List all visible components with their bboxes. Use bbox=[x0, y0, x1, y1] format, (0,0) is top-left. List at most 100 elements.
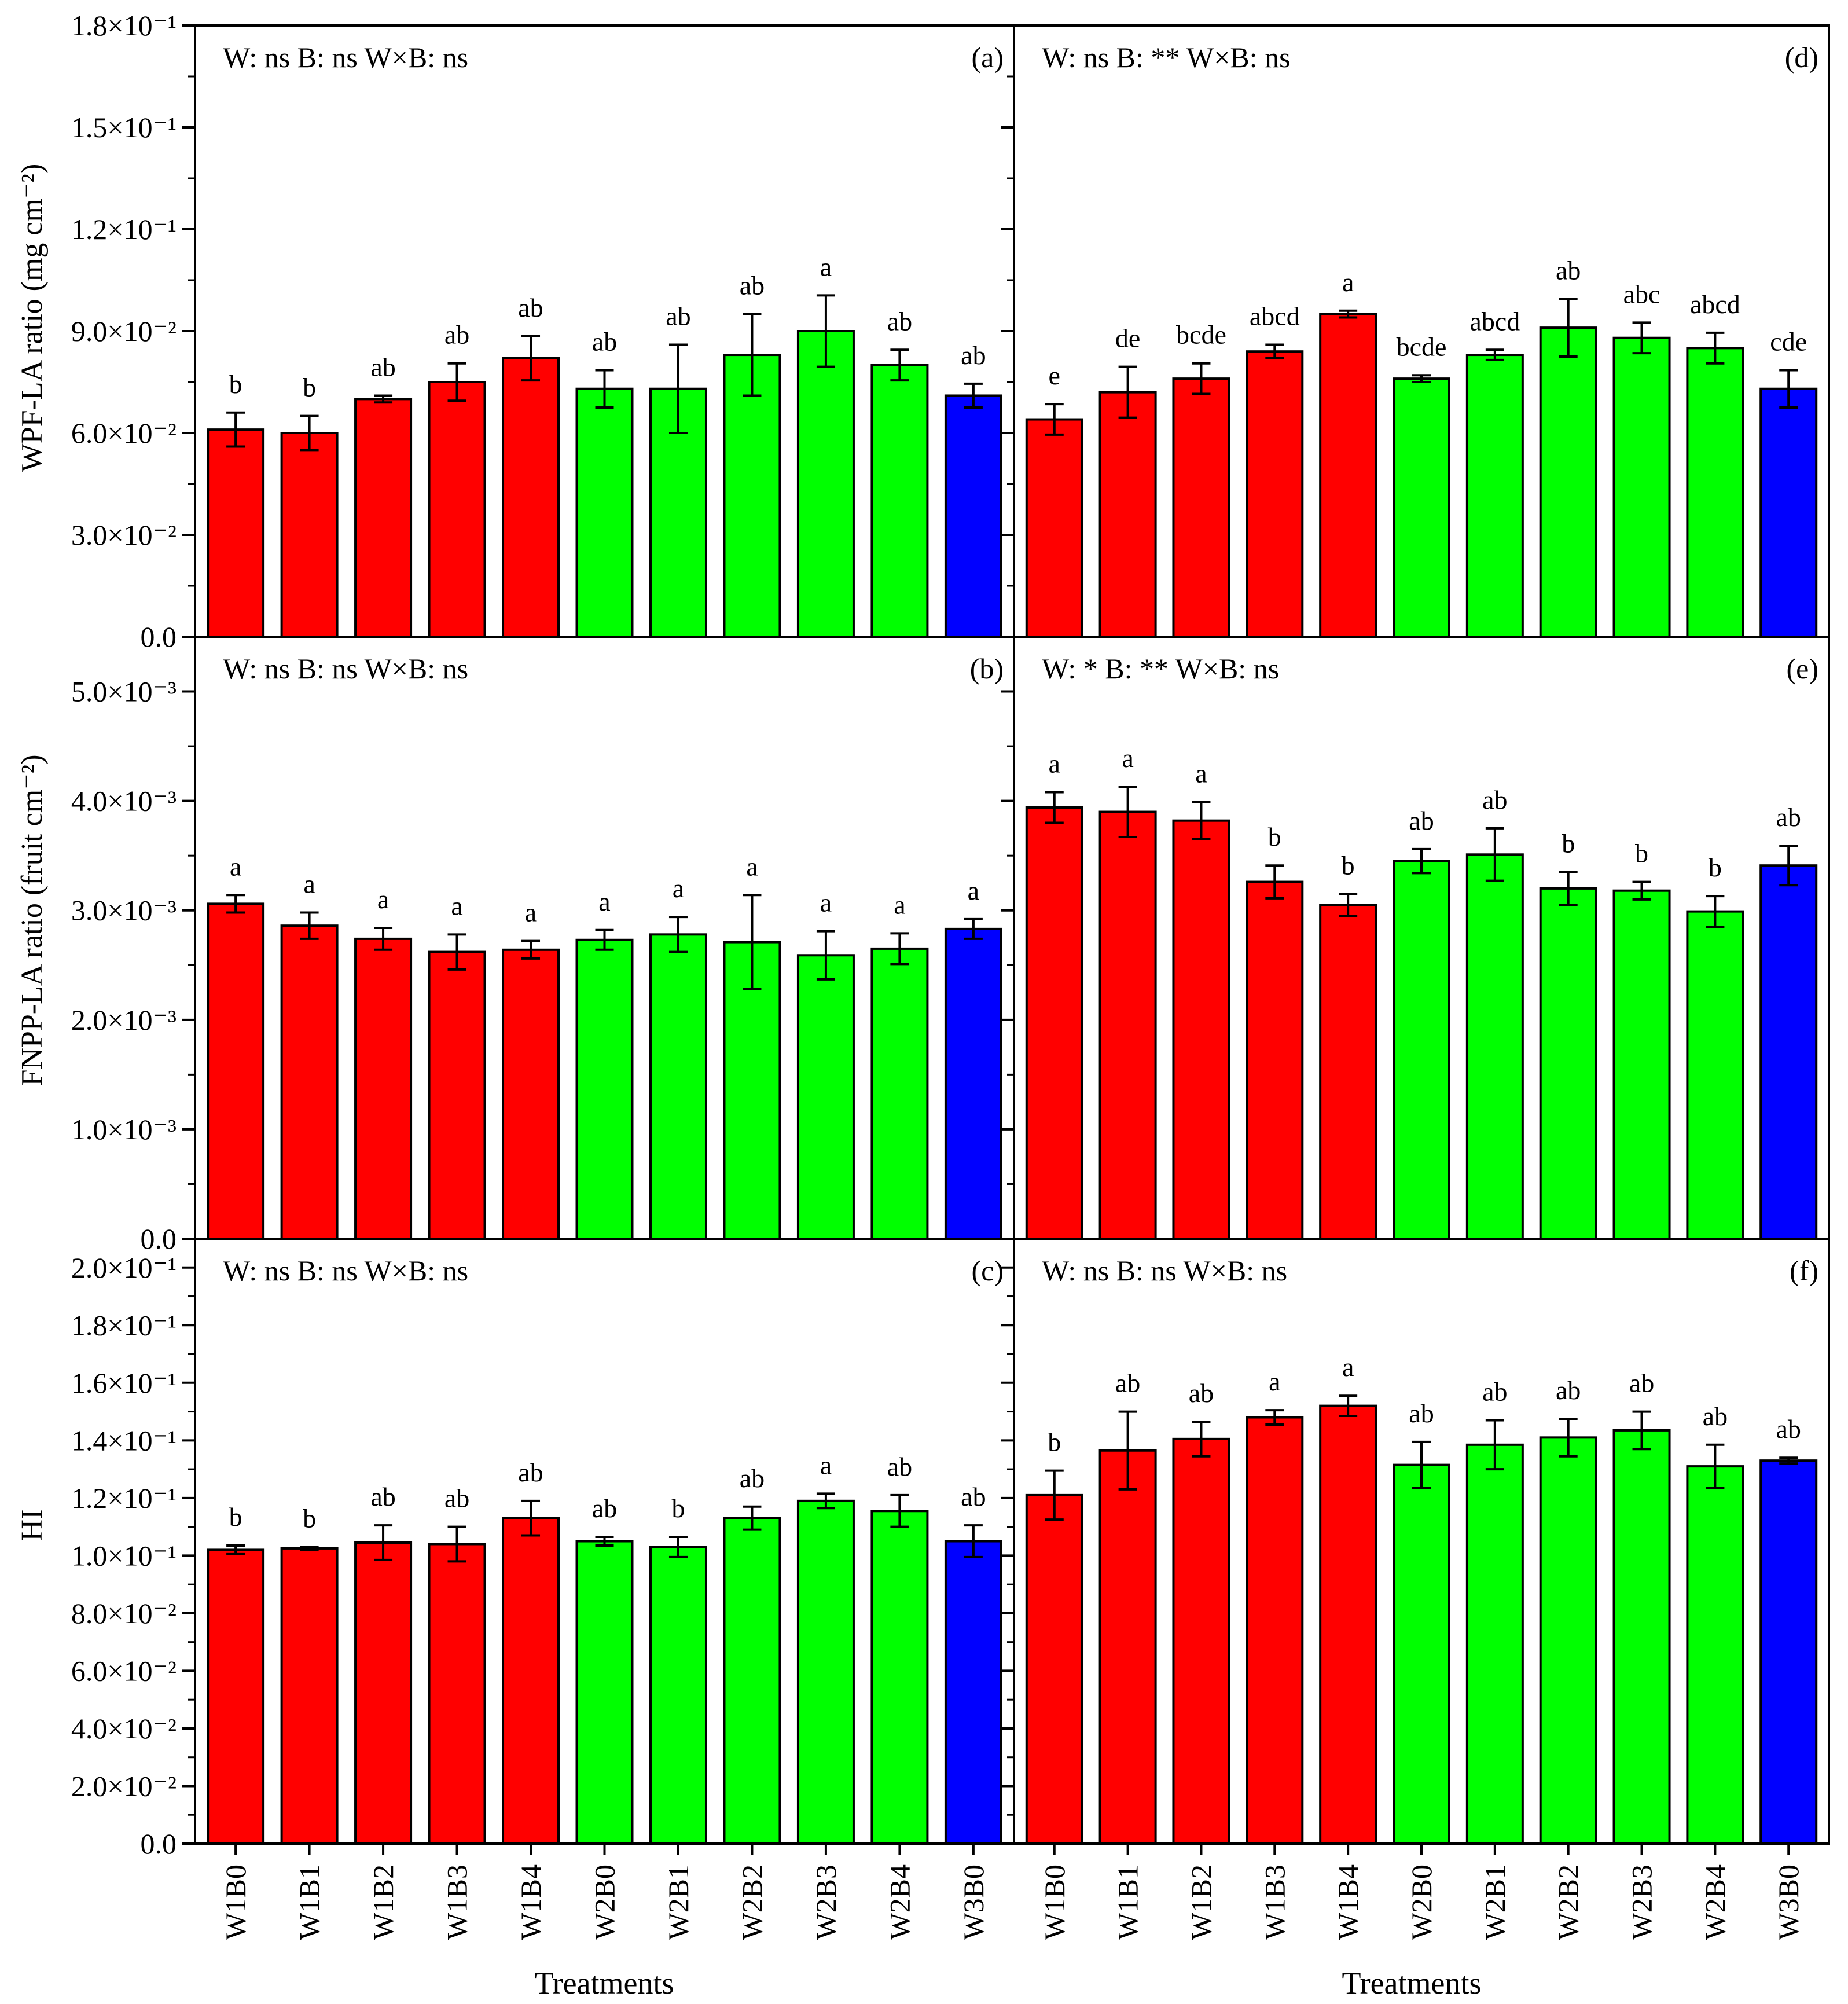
sig-letter: e bbox=[1049, 361, 1060, 390]
sig-letter: b bbox=[1342, 850, 1355, 880]
x-tick-label: W1B4 bbox=[1332, 1864, 1364, 1940]
bar-W2B2 bbox=[723, 354, 781, 638]
x-tick-label: W2B4 bbox=[883, 1864, 916, 1940]
x-tick-label: W1B0 bbox=[1038, 1864, 1071, 1940]
bar-W3B0 bbox=[944, 1540, 1002, 1845]
sig-letter: a bbox=[968, 876, 979, 905]
bar-W2B0 bbox=[575, 1540, 634, 1845]
y-tick-label: 1.8×10⁻¹ bbox=[71, 1309, 177, 1341]
bar-W1B4 bbox=[1319, 904, 1377, 1240]
y-tick-label: 3.0×10⁻² bbox=[71, 519, 177, 551]
sig-letter: ab bbox=[1703, 1401, 1728, 1431]
y-tick-label: 4.0×10⁻³ bbox=[71, 785, 177, 817]
x-tick-label: W3B0 bbox=[957, 1864, 990, 1940]
bar-W2B3 bbox=[1612, 1429, 1671, 1845]
sig-letter: ab bbox=[1482, 785, 1507, 814]
sig-letter: b bbox=[1048, 1427, 1061, 1457]
bar-W2B2 bbox=[723, 1517, 781, 1845]
y-tick-label: 2.0×10⁻² bbox=[71, 1770, 177, 1802]
bar-W1B0 bbox=[1025, 418, 1083, 638]
panel-label: (e) bbox=[1787, 652, 1819, 685]
sig-letter: b bbox=[1709, 853, 1722, 882]
bar-W1B1 bbox=[1098, 1449, 1157, 1845]
y-tick-label: 1.6×10⁻¹ bbox=[71, 1367, 177, 1399]
bar-W1B1 bbox=[280, 432, 339, 638]
sig-letter: ab bbox=[961, 1482, 986, 1511]
bar-W1B2 bbox=[1172, 1437, 1230, 1845]
anova-text: W: ns B: ns W×B: ns bbox=[1042, 1254, 1287, 1287]
bar-W1B2 bbox=[1172, 819, 1230, 1240]
x-tick-label: W2B2 bbox=[1552, 1864, 1585, 1940]
bar-W1B0 bbox=[207, 902, 265, 1240]
sig-letter: ab bbox=[444, 1484, 469, 1513]
sig-letter: ab bbox=[1409, 806, 1434, 835]
y-tick-label: 1.8×10⁻¹ bbox=[71, 9, 177, 42]
sig-letter: bcde bbox=[1176, 320, 1226, 350]
x-tick-label: W3B0 bbox=[1772, 1864, 1805, 1940]
anova-text: W: ns B: ** W×B: ns bbox=[1042, 41, 1291, 74]
bar-W1B1 bbox=[1098, 810, 1157, 1240]
y-tick-label: 1.0×10⁻¹ bbox=[71, 1539, 177, 1572]
sig-letter: ab bbox=[961, 340, 986, 370]
sig-letter: ab bbox=[1189, 1378, 1214, 1408]
x-tick-label: W1B2 bbox=[1185, 1864, 1217, 1940]
sig-letter: b bbox=[1562, 829, 1575, 858]
anova-text: W: ns B: ns W×B: ns bbox=[223, 41, 468, 74]
sig-letter: abcd bbox=[1250, 301, 1300, 331]
sig-letter: a bbox=[1269, 1367, 1280, 1396]
bar-W2B4 bbox=[1686, 910, 1744, 1240]
sig-letter: ab bbox=[518, 293, 543, 322]
bar-W2B4 bbox=[870, 947, 929, 1240]
y-tick-label: 6.0×10⁻² bbox=[71, 417, 177, 449]
sig-letter: a bbox=[820, 888, 832, 917]
bar-W2B1 bbox=[1465, 354, 1524, 638]
x-tick-label: W2B1 bbox=[1479, 1864, 1511, 1940]
y-tick-label: 1.5×10⁻¹ bbox=[71, 111, 177, 144]
y-tick-label: 3.0×10⁻³ bbox=[71, 894, 177, 927]
bar-W1B3 bbox=[1246, 1416, 1304, 1845]
y-tick-label: 1.2×10⁻¹ bbox=[71, 1482, 177, 1514]
sig-letter: a bbox=[1122, 743, 1133, 773]
anova-text: W: * B: ** W×B: ns bbox=[1042, 652, 1279, 685]
bar-W2B0 bbox=[575, 938, 634, 1240]
ylabel-row-1: WPF-LA ratio (mg cm⁻²) bbox=[16, 164, 49, 472]
y-tick-label: 6.0×10⁻² bbox=[71, 1654, 177, 1687]
sig-letter: a bbox=[820, 1450, 832, 1480]
x-tick-label: W1B1 bbox=[293, 1864, 326, 1940]
xlabel-right: Treatments bbox=[1342, 1966, 1482, 2001]
sig-letter: ab bbox=[1482, 1377, 1507, 1407]
bar-W1B3 bbox=[1246, 350, 1304, 638]
bar-W1B1 bbox=[1098, 391, 1157, 638]
sig-letter: b bbox=[229, 1502, 243, 1532]
x-tick-label: W1B2 bbox=[367, 1864, 399, 1940]
panel-label: (f) bbox=[1790, 1254, 1818, 1287]
sig-letter: a bbox=[1049, 749, 1060, 779]
bar-W1B4 bbox=[502, 357, 560, 638]
y-tick-label: 4.0×10⁻² bbox=[71, 1712, 177, 1745]
sig-letter: b bbox=[303, 373, 316, 402]
x-tick-label: W2B0 bbox=[589, 1864, 621, 1940]
y-tick-label: 1.4×10⁻¹ bbox=[71, 1424, 177, 1456]
sig-letter: ab bbox=[592, 1493, 617, 1523]
y-tick-label: 2.0×10⁻¹ bbox=[71, 1251, 177, 1284]
bar-W2B3 bbox=[796, 1499, 855, 1845]
sig-letter: a bbox=[598, 887, 610, 916]
x-tick-label: W1B4 bbox=[515, 1864, 547, 1940]
x-tick-label: W2B4 bbox=[1699, 1864, 1731, 1940]
sig-letter: a bbox=[1342, 1352, 1354, 1382]
sig-letter: b bbox=[1635, 839, 1648, 868]
y-tick-label: 8.0×10⁻² bbox=[71, 1597, 177, 1629]
y-tick-label: 1.0×10⁻³ bbox=[71, 1113, 177, 1146]
sig-letter: ab bbox=[518, 1458, 543, 1487]
sig-letter: a bbox=[1342, 267, 1354, 297]
sig-letter: a bbox=[820, 252, 832, 281]
bar-W1B1 bbox=[280, 1547, 339, 1845]
sig-letter: ab bbox=[666, 301, 690, 331]
bar-W1B3 bbox=[428, 381, 486, 638]
bar-W2B0 bbox=[1393, 1463, 1450, 1845]
bar-W2B3 bbox=[796, 954, 855, 1240]
y-tick-label: 0.0 bbox=[141, 1223, 177, 1255]
panel-label: (a) bbox=[972, 41, 1004, 74]
